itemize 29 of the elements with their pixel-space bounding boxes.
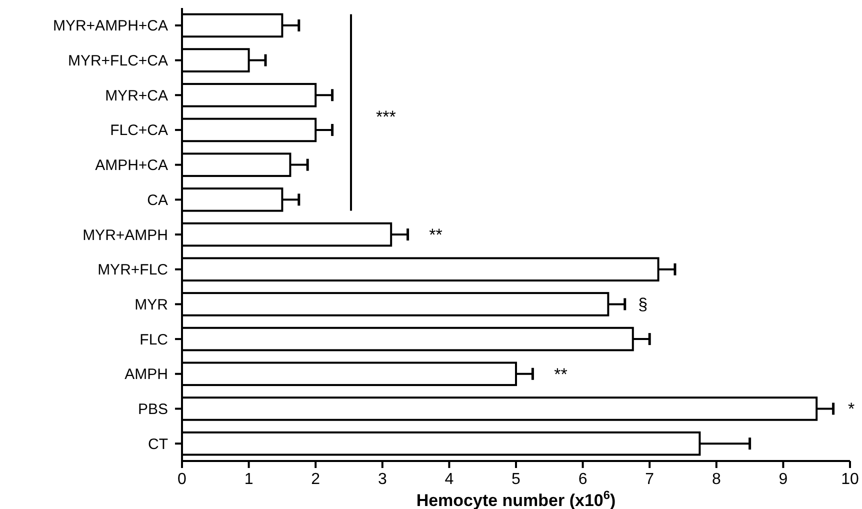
- x-tick-label: 7: [645, 471, 654, 488]
- y-tick-label: AMPH+CA: [95, 157, 168, 174]
- x-tick-label: 3: [378, 471, 387, 488]
- y-tick-label: MYR+FLC+CA: [68, 52, 168, 70]
- x-tick-label: 8: [712, 471, 721, 488]
- annotation: **: [429, 225, 443, 244]
- x-tick-label: 2: [311, 471, 320, 488]
- x-tick-label: 10: [841, 471, 859, 488]
- y-tick-label: AMPH: [124, 366, 168, 384]
- y-tick-label: CT: [148, 436, 168, 453]
- x-tick-label: 1: [244, 471, 254, 488]
- y-tick-label: MYR+AMPH: [82, 226, 168, 244]
- y-tick-label: CA: [147, 192, 168, 209]
- x-tick-label: 6: [578, 471, 588, 488]
- annotation: *: [848, 400, 855, 419]
- annotation: **: [554, 364, 568, 384]
- x-tick-label: 0: [178, 471, 187, 488]
- y-tick-label: FLC+CA: [110, 122, 168, 140]
- y-tick-label: FLC: [140, 331, 168, 348]
- y-tick-label: PBS: [138, 400, 168, 418]
- y-tick-label: MYR+CA: [105, 87, 168, 104]
- x-tick-label: 4: [444, 471, 454, 488]
- y-tick-label: MYR+FLC: [98, 262, 168, 279]
- x-tick-label: 9: [778, 471, 788, 488]
- y-tick-label: MYR+AMPH+CA: [52, 18, 168, 35]
- annotation: §: [638, 295, 648, 314]
- annotation: ***: [376, 108, 396, 127]
- x-tick-label: 5: [512, 471, 521, 488]
- y-tick-label: MYR: [134, 296, 168, 314]
